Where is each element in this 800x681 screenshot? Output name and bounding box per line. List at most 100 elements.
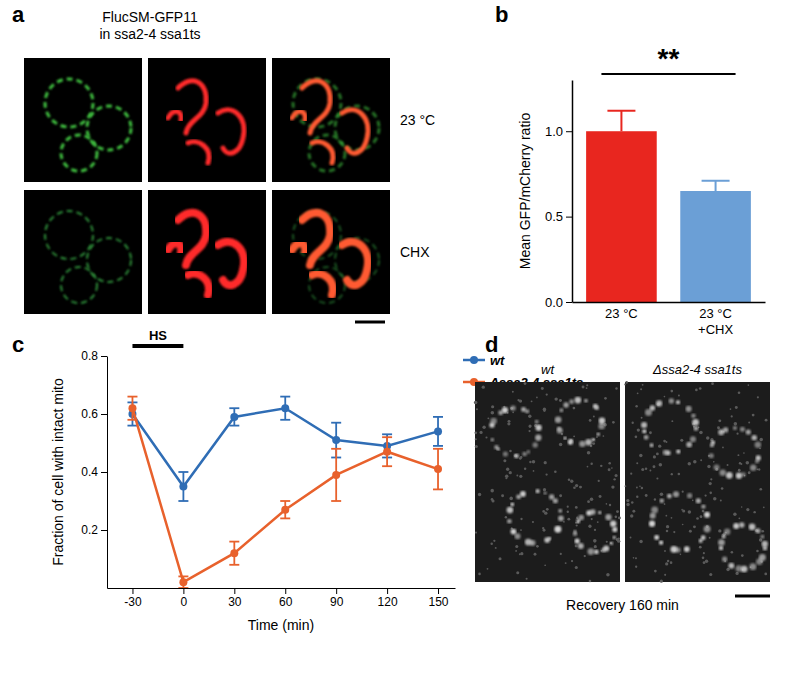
signal-spot [557,428,563,434]
noise [665,515,667,517]
signal-spot [649,521,655,527]
image-background [148,190,266,314]
error-bar-cap [433,445,443,447]
noise [641,417,643,419]
signal-spot [569,399,574,404]
noise [678,473,681,476]
signal-spot [749,563,756,570]
signal-spot [667,494,672,499]
signal-spot [559,408,563,412]
error-bar-cap [178,471,188,473]
error-bar-cap [229,425,239,427]
signal-spot [544,537,550,543]
noise [526,578,528,580]
annotation-bar [132,344,183,348]
signal-spot [525,539,532,546]
red-signal [292,243,305,252]
noise [654,498,656,500]
noise [505,477,507,479]
noise [635,436,638,439]
red-signal [218,110,244,153]
scale-bar [735,595,770,598]
signal-spot [656,400,662,406]
panel-label: b [495,2,508,27]
signal-spot [749,524,756,531]
error-bar-cap [127,396,137,398]
signal-spot [687,493,692,498]
signal-spot [690,436,696,442]
noise [567,518,570,521]
noise [573,407,576,410]
noise [682,491,684,493]
noise [720,500,722,502]
signal-spot [594,550,599,555]
noise [520,518,522,520]
signal-spot [686,406,692,412]
error-bar-cap [280,500,290,502]
green-signal [61,135,97,171]
tick-mark [566,302,572,303]
annotation-label: HS [149,328,167,343]
image-title: FlucSM-GFP11 [102,9,198,25]
noise [505,516,507,518]
signal-spot [720,469,726,475]
signal-spot [714,464,720,470]
tick-label: 0.4 [81,465,98,479]
noise [624,384,626,386]
x-axis: 23 °C23 °C+CHX [573,302,766,337]
error-bar-stem [715,181,717,191]
noise [476,408,478,410]
noise [666,441,668,443]
noise [608,462,611,465]
noise [491,405,494,408]
signal-spot [563,402,568,407]
noise [666,530,668,532]
noise [710,478,712,480]
noise [516,475,518,477]
noise [653,455,656,458]
noise [611,467,613,469]
error-bar [331,449,341,501]
noise [479,431,482,434]
noise [492,500,495,503]
tick: 0.0 [545,295,572,310]
noise [546,393,548,395]
noise [680,554,682,556]
signal-spot [659,541,663,545]
noise [639,454,642,457]
noise [718,419,721,422]
y-axis-title: Fraction of cell with intact mito [50,378,66,566]
red-signal [312,142,333,163]
noise [604,397,607,400]
image-background [625,382,770,582]
noise [746,508,749,511]
noise [713,497,717,501]
error-bar [178,472,188,501]
noise [757,396,759,398]
red-signal [342,242,368,285]
error-bar-cap [607,110,635,112]
noise [713,461,715,463]
tick-label: -30 [124,595,142,609]
noise [554,397,557,400]
noise [637,392,639,394]
noise [756,550,759,553]
y-axis-title: Mean GFP/mCherry ratio [517,113,533,270]
signal-spot [746,429,751,434]
green-signal [45,211,93,259]
noise [475,532,477,534]
noise [512,391,514,393]
series-line [132,408,438,486]
red-signal [188,142,209,163]
signal-spot [558,516,564,522]
noise [532,460,535,463]
tick-label: 0 [181,595,188,609]
red-signal [312,274,333,295]
tick: 0.8 [81,349,107,363]
error-bar [127,397,137,420]
noise [575,506,578,509]
error-bar-cap [127,419,137,421]
tick-label: 90 [330,595,344,609]
noise [600,465,602,467]
noise [706,436,709,439]
